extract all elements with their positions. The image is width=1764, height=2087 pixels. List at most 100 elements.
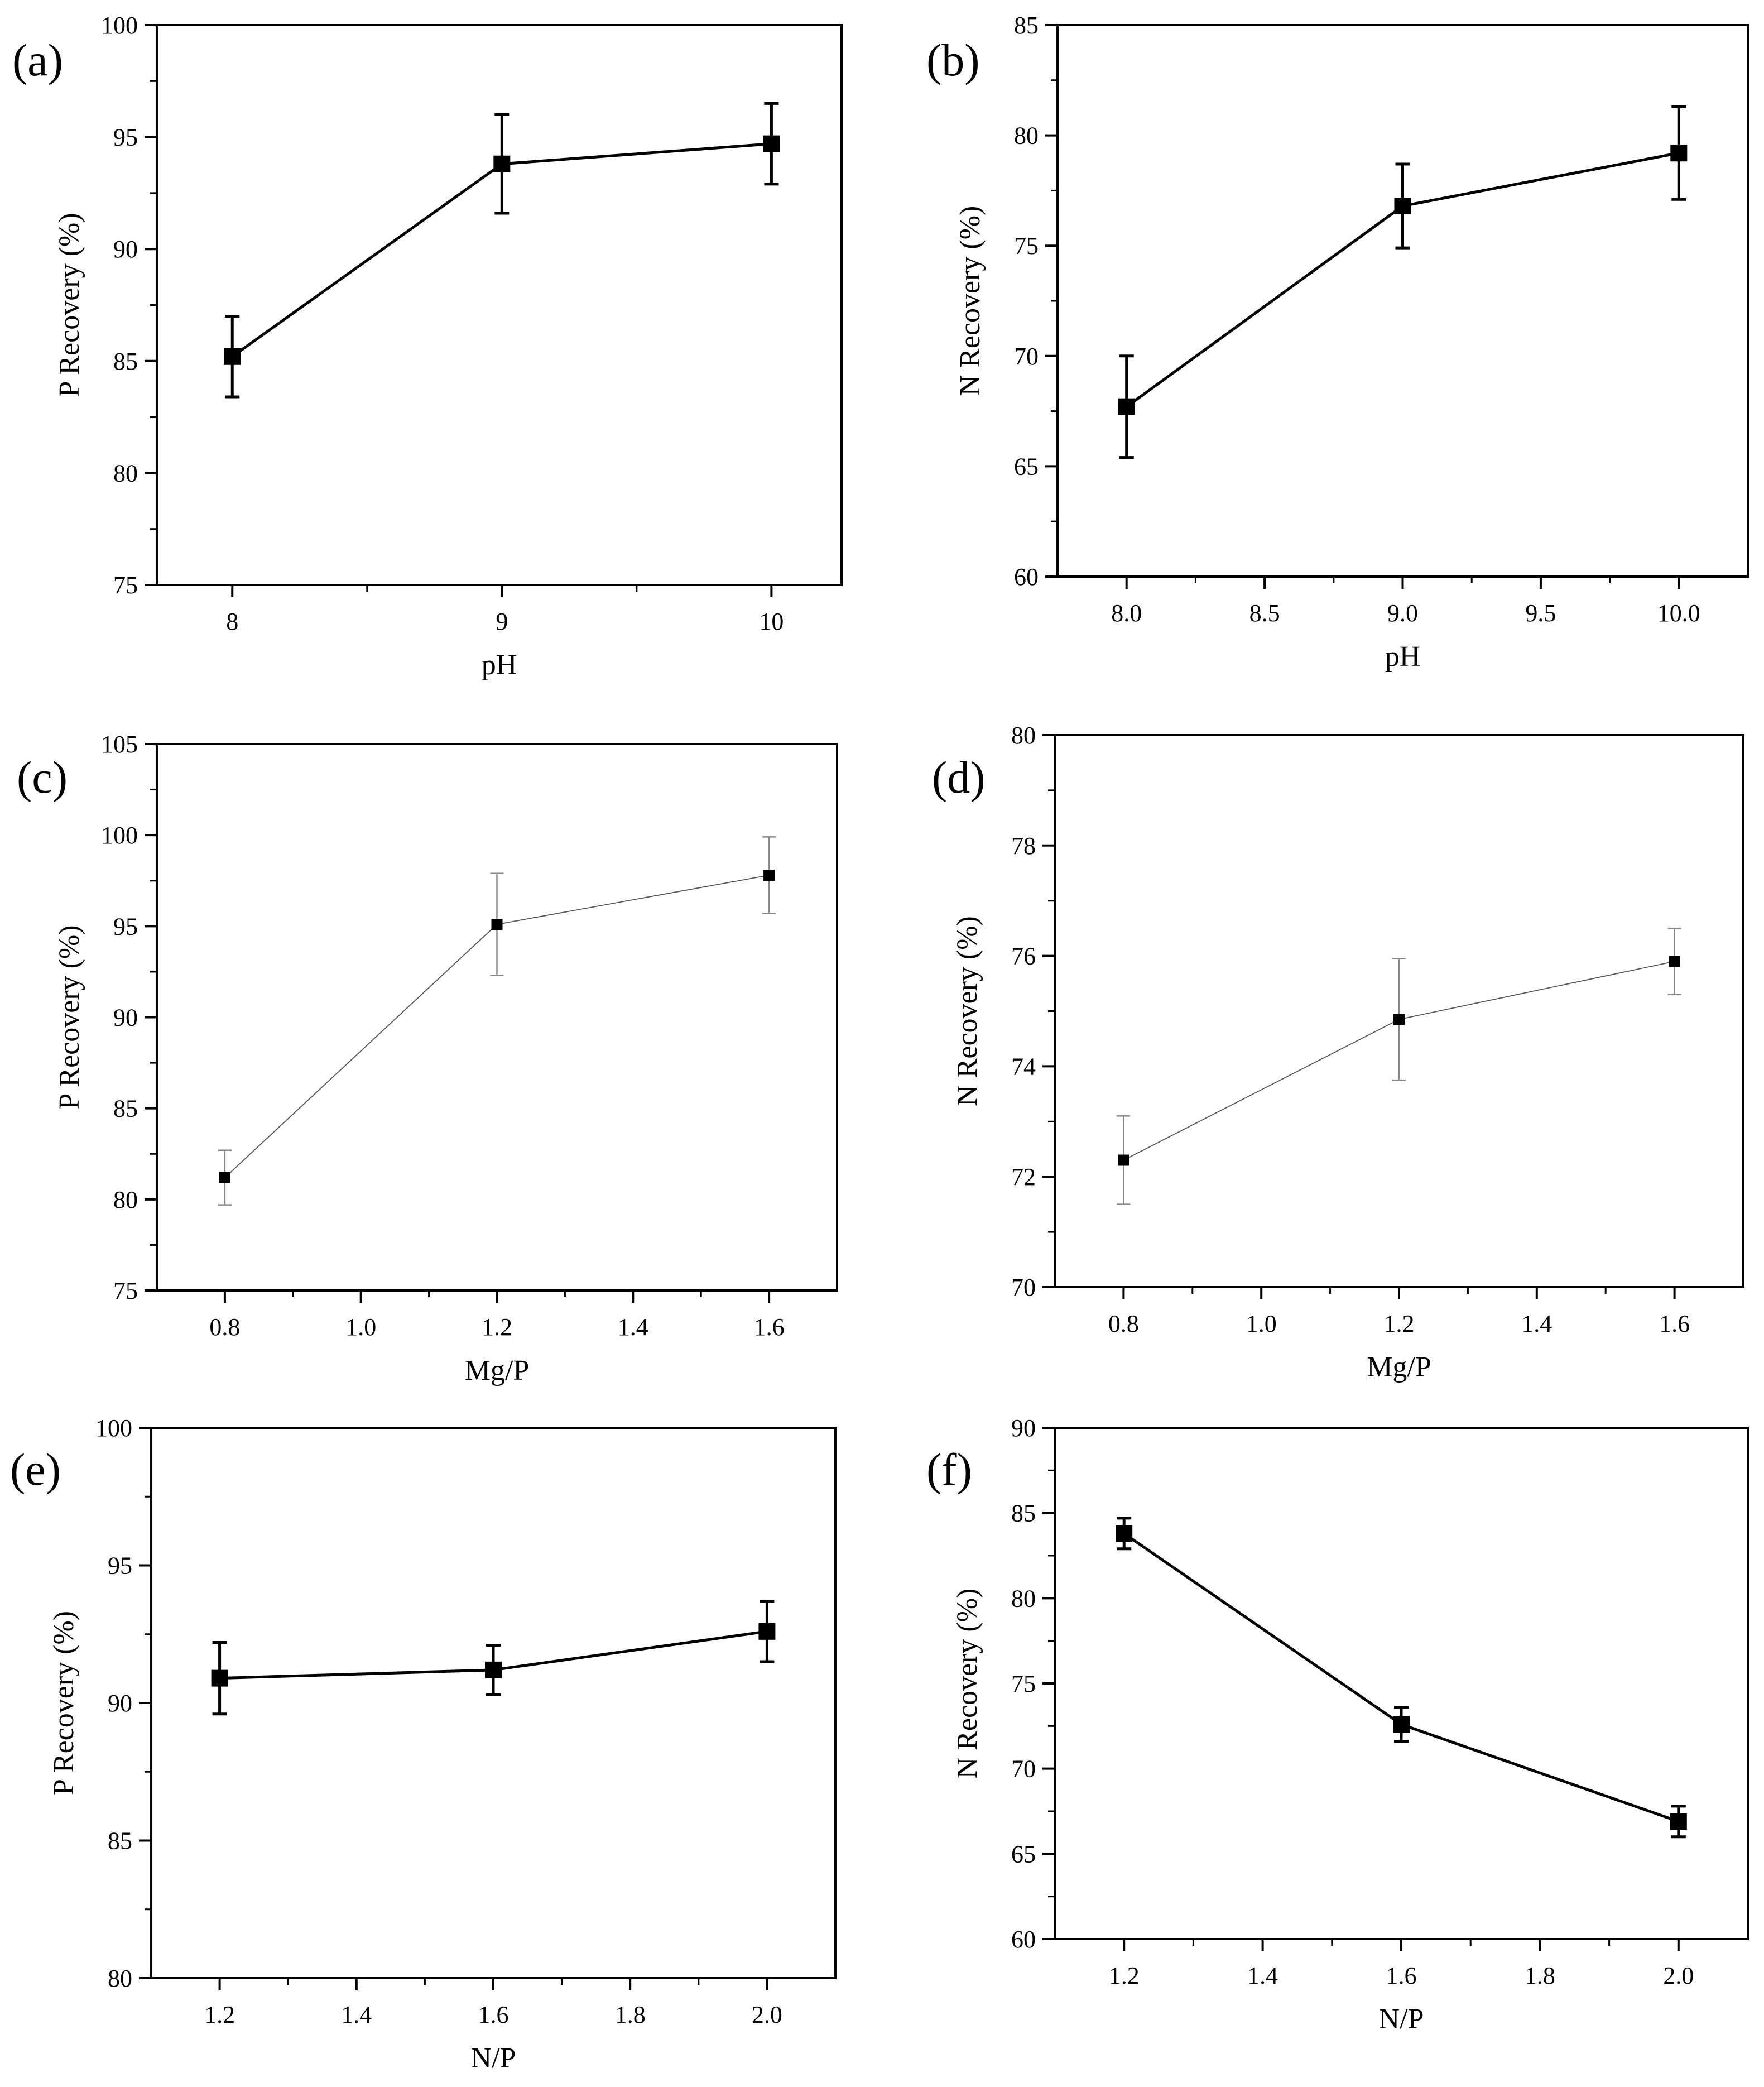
y-axis-title: N Recovery (%) <box>951 1589 983 1779</box>
y-tick-label: 74 <box>1011 1053 1036 1080</box>
y-tick-label: 100 <box>101 12 138 39</box>
x-axis-title: N/P <box>471 2042 516 2074</box>
x-tick-label: 1.6 <box>754 1313 785 1341</box>
y-tick-label: 80 <box>113 1186 138 1213</box>
panel-label: (b) <box>926 35 980 85</box>
y-tick-label: 80 <box>1014 122 1039 150</box>
y-tick-label: 80 <box>108 1965 132 1992</box>
x-tick-label: 1.2 <box>204 2001 235 2028</box>
x-axis-title: pH <box>1385 641 1421 673</box>
x-tick-label: 1.0 <box>1246 1310 1277 1337</box>
y-tick-label: 85 <box>1011 1500 1036 1527</box>
x-tick-label: 0.8 <box>209 1313 240 1341</box>
y-tick-label: 100 <box>101 822 138 849</box>
panel-c: 75 80 85 90 95 100 105 0.8 1.0 1.2 1.4 1.6 Mg/P P Rec… <box>17 731 838 1386</box>
plot-frame <box>1054 1427 1749 1940</box>
x-tick-label: 9.5 <box>1525 599 1556 627</box>
data-point <box>485 1661 502 1678</box>
y-tick-label: 75 <box>113 572 138 599</box>
y-axis-title: N Recovery (%) <box>954 206 986 396</box>
y-tick-label: 65 <box>1014 453 1039 480</box>
panel-b: 60 65 70 75 80 85 8.0 8.5 9.0 9.5 10.0 pH N Recovery… <box>926 12 1749 673</box>
x-tick-label: 1.2 <box>1384 1310 1415 1337</box>
panel-label: (a) <box>12 35 63 85</box>
y-tick-label: 105 <box>101 731 138 758</box>
y-axis-title: P Recovery (%) <box>54 925 85 1109</box>
y-tick-label: 95 <box>108 1552 132 1580</box>
x-tick-label: 1.4 <box>618 1313 648 1341</box>
y-tick-label: 80 <box>1011 722 1036 749</box>
data-point <box>1670 1813 1687 1830</box>
y-tick-label: 85 <box>1014 12 1039 39</box>
data-point <box>758 1623 776 1640</box>
series-line <box>1123 1532 1679 1823</box>
x-tick-label: 2.0 <box>1663 1962 1694 1989</box>
x-tick-label: 1.4 <box>1521 1310 1552 1337</box>
y-tick-label: 75 <box>113 1277 138 1304</box>
data-point <box>1669 956 1680 967</box>
plot-frame <box>1056 24 1749 578</box>
panel-d: 70 72 74 76 78 80 0.8 1.0 1.2 1.4 1.6 Mg/P N Recover… <box>932 722 1744 1383</box>
x-axis-title: Mg/P <box>1367 1351 1431 1383</box>
x-axis-title: N/P <box>1379 2003 1424 2035</box>
x-tick-label: 1.6 <box>478 2001 509 2028</box>
panel-e: 80 85 90 95 100 1.2 1.4 1.6 1.8 2.0 N/P P Recovery … <box>10 1414 837 2074</box>
y-tick-label: 65 <box>1011 1840 1036 1868</box>
y-tick-label: 70 <box>1011 1755 1036 1783</box>
plot-frame <box>156 743 838 1292</box>
data-point <box>763 869 775 881</box>
data-point <box>211 1669 228 1687</box>
x-tick-label: 9 <box>496 608 508 635</box>
data-point <box>1394 198 1411 215</box>
x-tick-label: 1.2 <box>482 1313 512 1341</box>
y-tick-label: 70 <box>1011 1274 1036 1301</box>
data-point <box>763 135 780 152</box>
data-point <box>1393 1014 1405 1025</box>
x-tick-label: 1.4 <box>341 2001 372 2028</box>
x-tick-label: 0.8 <box>1108 1310 1139 1337</box>
x-axis-title: Mg/P <box>465 1355 530 1386</box>
x-tick-label: 8.0 <box>1111 599 1142 627</box>
panel-label: (d) <box>932 752 986 803</box>
x-tick-label: 1.6 <box>1386 1962 1417 1989</box>
x-tick-label: 1.2 <box>1109 1962 1140 1989</box>
y-tick-label: 78 <box>1011 832 1036 860</box>
y-tick-label: 90 <box>113 236 138 263</box>
panel-label: (f) <box>926 1444 972 1495</box>
y-tick-label: 95 <box>113 913 138 940</box>
y-tick-label: 76 <box>1011 943 1036 970</box>
data-point <box>493 155 511 172</box>
data-point <box>1393 1716 1410 1733</box>
panel-a: 75 80 85 90 95 100 8 9 10 pH P Recovery (%) (a) <box>12 12 843 681</box>
y-tick-label: 60 <box>1014 563 1039 591</box>
y-axis-title: P Recovery (%) <box>48 1611 80 1795</box>
x-tick-label: 8.5 <box>1249 599 1280 627</box>
plot-frame <box>156 24 843 586</box>
x-tick-label: 1.0 <box>345 1313 376 1341</box>
panel-label: (c) <box>17 752 68 803</box>
x-tick-label: 10.0 <box>1657 599 1700 627</box>
y-tick-label: 85 <box>108 1827 132 1855</box>
y-tick-label: 95 <box>113 124 138 151</box>
y-tick-label: 85 <box>113 1095 138 1122</box>
x-tick-label: 9.0 <box>1387 599 1418 627</box>
y-axis-title: N Recovery (%) <box>951 916 983 1106</box>
y-tick-label: 90 <box>108 1690 132 1717</box>
x-tick-label: 8 <box>226 608 238 635</box>
y-axis-title: P Recovery (%) <box>54 213 85 397</box>
y-tick-label: 75 <box>1014 232 1039 260</box>
y-tick-label: 72 <box>1011 1163 1036 1191</box>
y-tick-label: 70 <box>1014 343 1039 370</box>
y-tick-label: 60 <box>1011 1926 1036 1953</box>
y-tick-label: 90 <box>113 1004 138 1031</box>
plot-frame <box>150 1427 837 1979</box>
x-tick-label: 1.6 <box>1659 1310 1690 1337</box>
y-tick-label: 100 <box>95 1414 132 1442</box>
x-tick-label: 1.4 <box>1247 1962 1278 1989</box>
panel-label: (e) <box>10 1444 61 1495</box>
data-point <box>224 348 241 365</box>
y-tick-label: 85 <box>113 348 138 375</box>
x-tick-label: 1.8 <box>615 2001 646 2028</box>
data-point <box>1118 398 1135 415</box>
